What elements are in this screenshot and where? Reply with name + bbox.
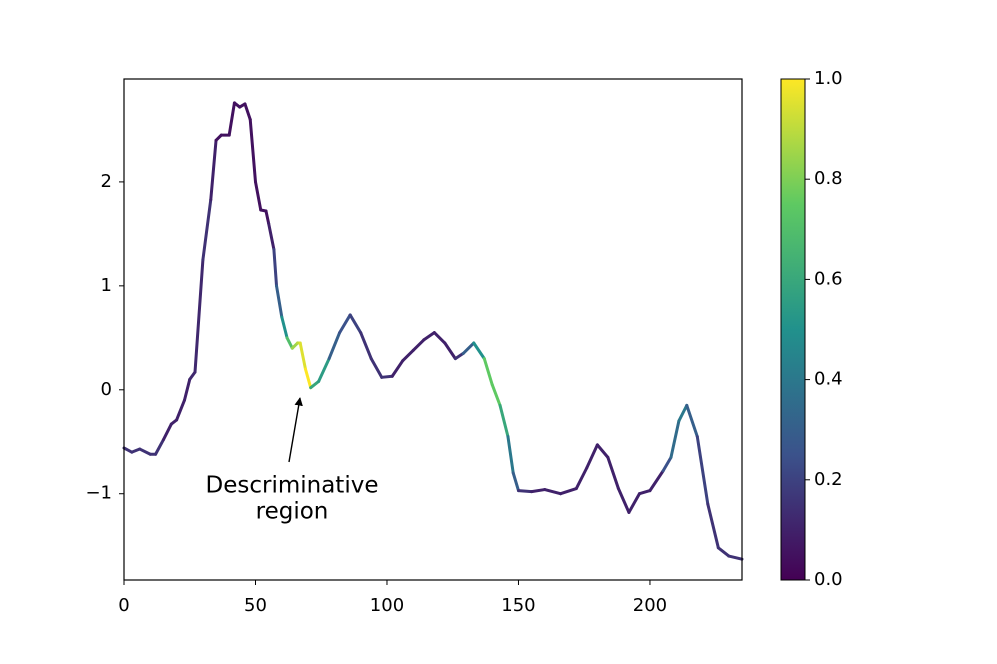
line-segment xyxy=(627,492,641,514)
line-segment xyxy=(243,102,252,122)
line-segment xyxy=(317,357,331,383)
x-tick-label: 0 xyxy=(118,595,129,616)
line-segment xyxy=(490,383,502,407)
annotation-text: Descriminative xyxy=(206,473,379,499)
line-segment xyxy=(685,403,699,439)
annotation-arrow xyxy=(288,397,303,463)
line-segment xyxy=(369,357,384,379)
line-segment xyxy=(661,455,673,473)
line-segment xyxy=(298,341,307,371)
colorbar-tick-label: 0.2 xyxy=(814,469,843,490)
line-segment xyxy=(309,379,321,390)
line-segment xyxy=(472,341,486,361)
colorbar xyxy=(780,78,806,581)
line-segment xyxy=(616,487,631,514)
line-segment xyxy=(716,546,731,558)
line-segment xyxy=(267,221,276,251)
line-segment xyxy=(543,488,563,496)
line-segment xyxy=(138,447,152,456)
colorbar-tick-label: 1.0 xyxy=(814,68,843,89)
line-segment xyxy=(511,471,520,493)
line-segment xyxy=(275,284,284,319)
line-segment xyxy=(461,341,476,355)
line-segment xyxy=(669,419,681,459)
line-segment xyxy=(677,403,689,423)
line-segment xyxy=(253,180,263,212)
y-tick-label: 1 xyxy=(101,275,112,296)
line-segment xyxy=(595,443,610,459)
plot-area xyxy=(122,101,744,561)
line-segment xyxy=(264,209,271,225)
line-segment xyxy=(432,331,447,345)
line-segment xyxy=(411,338,426,352)
line-segment xyxy=(248,118,257,184)
line-segment xyxy=(193,258,205,374)
line-segment xyxy=(209,138,218,202)
line-segment xyxy=(422,331,436,342)
line-segment xyxy=(695,435,710,506)
x-tick-label: 100 xyxy=(370,595,404,616)
x-tick-label: 200 xyxy=(633,595,667,616)
line-segment xyxy=(574,466,589,491)
line-segment xyxy=(285,336,294,350)
y-tick-label: 0 xyxy=(101,379,112,400)
line-segment xyxy=(401,348,415,363)
line-segment xyxy=(154,438,165,456)
colorbar-tick-label: 0.8 xyxy=(814,168,843,189)
line-segment xyxy=(280,315,289,340)
axes-frame xyxy=(123,78,743,581)
line-segment xyxy=(443,341,457,361)
line-segment xyxy=(327,331,342,361)
line-segment xyxy=(637,489,652,496)
annotation-text: region xyxy=(256,499,329,525)
line-segment xyxy=(161,422,173,442)
y-tick-label: 2 xyxy=(101,171,112,192)
line-segment xyxy=(182,377,192,402)
line-segment xyxy=(348,313,363,335)
line-segment xyxy=(272,247,279,288)
line-segment xyxy=(606,455,620,491)
line-segment xyxy=(201,198,213,262)
line-segment xyxy=(706,502,720,550)
line-segment xyxy=(498,403,510,439)
line-segment xyxy=(506,435,515,475)
line-segment xyxy=(585,443,599,470)
line-segment xyxy=(648,469,665,493)
line-segment xyxy=(303,367,313,390)
line-segment xyxy=(380,374,394,379)
line-segment xyxy=(727,554,744,561)
line-segment xyxy=(530,488,547,494)
line-segment xyxy=(516,489,534,494)
line-segment xyxy=(227,101,236,137)
x-tick-label: 150 xyxy=(501,595,535,616)
colorbar-tick-label: 0.6 xyxy=(814,268,843,289)
line-segment xyxy=(390,359,405,378)
line-segment xyxy=(559,487,578,496)
line-segment xyxy=(453,351,465,361)
line-segment xyxy=(359,331,373,361)
y-tick-label: −1 xyxy=(85,483,112,504)
line-segment xyxy=(482,357,494,387)
colorbar-tick-label: 0.0 xyxy=(814,569,843,590)
colorbar-tick-label: 0.4 xyxy=(814,369,843,390)
line-segment xyxy=(175,398,186,422)
x-tick-label: 50 xyxy=(244,595,267,616)
line-segment xyxy=(338,313,352,335)
